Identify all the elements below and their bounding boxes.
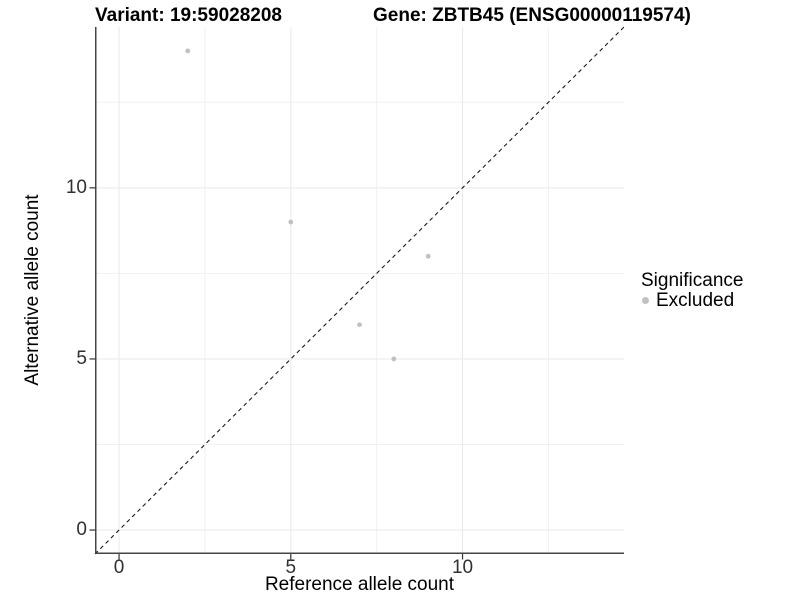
legend-point-icon [642, 297, 649, 304]
y-tick-label-10: 10 [65, 176, 87, 198]
legend-title: Significance [641, 270, 744, 291]
plot-panel [89, 26, 625, 560]
x-tick-label-0: 0 [113, 557, 125, 578]
plot-title-gene: Gene: ZBTB45 (ENSG00000119574) [373, 5, 691, 26]
data-point [357, 322, 362, 328]
identity-dashed-line [94, 26, 625, 555]
x-axis-title: Reference allele count [264, 574, 455, 595]
data-point [391, 356, 397, 362]
x-tick-label-5: 5 [285, 557, 297, 578]
legend-entry-label: Excluded [656, 290, 735, 311]
plot-title-variant: Variant: 19:59028208 [95, 5, 282, 26]
data-point [185, 48, 191, 54]
plot-panel-canvas [89, 26, 625, 560]
y-tick-label-0: 0 [76, 519, 87, 541]
y-tick-label-5: 5 [76, 347, 87, 369]
y-axis-title: Alternative allele count [22, 194, 43, 386]
data-point [288, 219, 294, 225]
data-point [425, 253, 431, 259]
x-tick-label-10: 10 [451, 557, 474, 578]
